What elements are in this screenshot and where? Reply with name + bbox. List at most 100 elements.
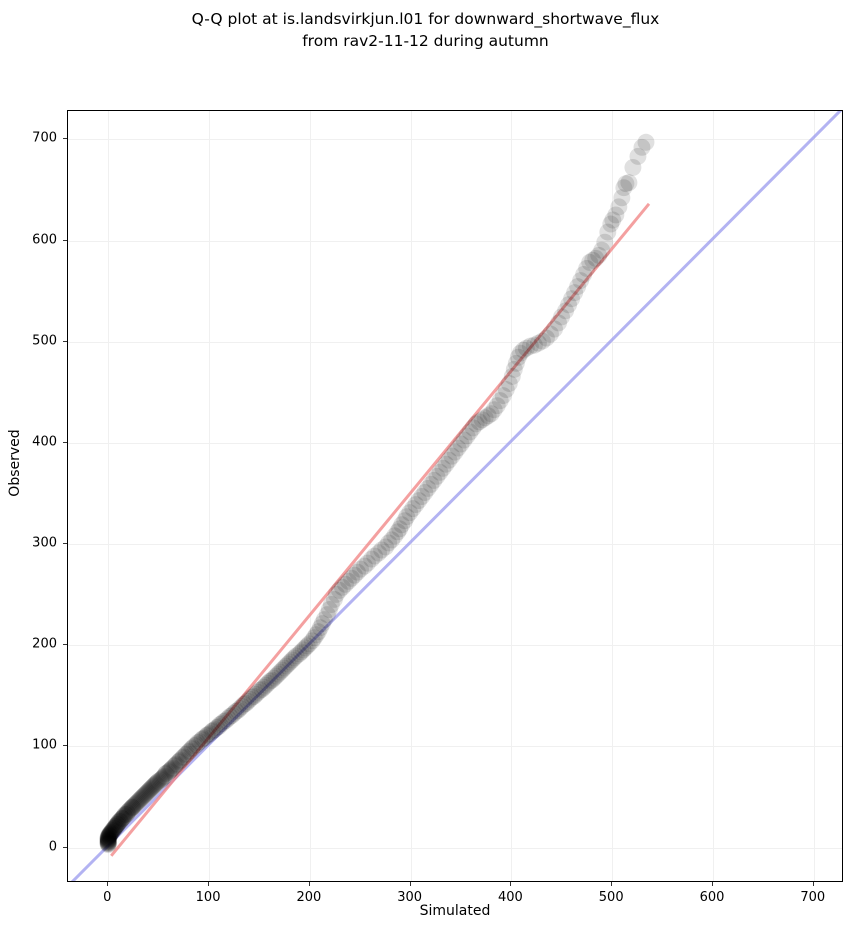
scatter-point xyxy=(101,826,119,844)
scatter-point xyxy=(517,339,535,357)
scatter-point xyxy=(188,736,206,754)
scatter-point xyxy=(99,831,117,849)
gridline-vertical xyxy=(108,111,110,881)
scatter-point xyxy=(111,812,129,830)
y-tick-mark xyxy=(63,846,67,848)
scatter-point xyxy=(440,451,458,469)
scatter-point xyxy=(377,538,395,556)
scatter-point xyxy=(243,688,261,706)
scatter-point xyxy=(391,520,409,538)
scatter-point xyxy=(370,544,388,562)
scatter-point xyxy=(425,471,443,489)
scatter-point xyxy=(275,659,293,677)
scatter-point xyxy=(290,645,308,663)
scatter-point xyxy=(383,531,401,549)
scatter-point xyxy=(590,246,608,264)
y-tick-label: 200 xyxy=(32,636,57,652)
scatter-point xyxy=(359,554,377,572)
scatter-point xyxy=(303,632,321,650)
scatter-point xyxy=(560,296,578,314)
scatter-point xyxy=(553,308,571,326)
scatter-point xyxy=(149,772,167,790)
scatter-point xyxy=(104,821,122,839)
scatter-point xyxy=(99,828,117,846)
scatter-point xyxy=(99,834,117,852)
scatter-point xyxy=(428,467,446,485)
scatter-point xyxy=(193,731,211,749)
scatter-point xyxy=(352,560,369,578)
scatter-point xyxy=(296,639,314,657)
one-to-one-line xyxy=(70,111,842,881)
gridline-horizontal xyxy=(68,746,842,748)
scatter-point xyxy=(102,824,120,842)
scatter-point xyxy=(229,701,247,719)
scatter-point xyxy=(572,272,590,290)
scatter-point xyxy=(223,707,241,724)
scatter-point xyxy=(339,572,357,590)
scatter-point xyxy=(521,337,539,355)
scatter-point xyxy=(104,822,122,840)
x-tick-label: 100 xyxy=(195,890,221,905)
scatter-point xyxy=(587,249,605,267)
scatter-point xyxy=(119,802,137,820)
scatter-point xyxy=(251,681,269,699)
scatter-point xyxy=(167,756,185,774)
scatter-point xyxy=(148,773,166,791)
scatter-point xyxy=(305,629,323,647)
scatter-point xyxy=(607,206,625,224)
scatter-point xyxy=(363,550,381,568)
scatter-point xyxy=(203,723,221,741)
scatter-point xyxy=(298,637,316,655)
gridline-vertical xyxy=(612,111,614,881)
scatter-point xyxy=(103,822,121,840)
plot-area[interactable] xyxy=(67,110,843,882)
scatter-point xyxy=(107,818,125,835)
scatter-point xyxy=(132,789,150,807)
scatter-point xyxy=(101,825,119,843)
scatter-point xyxy=(313,615,331,633)
scatter-point xyxy=(99,829,117,847)
gridline-vertical xyxy=(209,111,211,881)
data-layer xyxy=(70,111,842,881)
scatter-point xyxy=(100,827,118,845)
scatter-point xyxy=(546,320,563,338)
scatter-point xyxy=(327,585,345,603)
y-tick-mark xyxy=(63,543,67,545)
scatter-point xyxy=(455,431,473,449)
scatter-point xyxy=(198,727,216,745)
scatter-point xyxy=(118,804,136,822)
scatter-point xyxy=(629,147,647,165)
x-tick-label: 0 xyxy=(103,890,112,905)
scatter-point xyxy=(107,817,125,834)
scatter-point xyxy=(514,341,532,359)
y-tick-label: 600 xyxy=(32,232,57,247)
scatter-point xyxy=(393,516,411,534)
scatter-point xyxy=(139,782,157,800)
scatter-point xyxy=(593,241,611,259)
scatter-point xyxy=(389,523,407,541)
scatter-point xyxy=(110,812,128,830)
scatter-point xyxy=(211,716,229,734)
scatter-point xyxy=(563,290,581,308)
scatter-point xyxy=(115,807,133,825)
y-axis-label: Observed xyxy=(7,429,23,497)
scatter-point xyxy=(213,715,231,733)
scatter-point xyxy=(175,748,193,766)
scatter-point xyxy=(285,649,303,667)
scatter-point xyxy=(129,792,147,810)
regression-line xyxy=(110,202,651,857)
gridline-vertical xyxy=(309,111,311,881)
y-tick-mark xyxy=(63,644,67,646)
scatter-point xyxy=(113,809,131,827)
scatter-point xyxy=(443,447,461,465)
x-tick-mark xyxy=(409,882,411,886)
scatter-point xyxy=(123,798,141,816)
scatter-point xyxy=(189,734,207,752)
scatter-point xyxy=(342,569,360,587)
scatter-point xyxy=(373,541,391,559)
scatter-point xyxy=(449,439,467,457)
scatter-point xyxy=(146,775,164,793)
scatter-point xyxy=(581,253,599,271)
scatter-point xyxy=(174,749,192,767)
